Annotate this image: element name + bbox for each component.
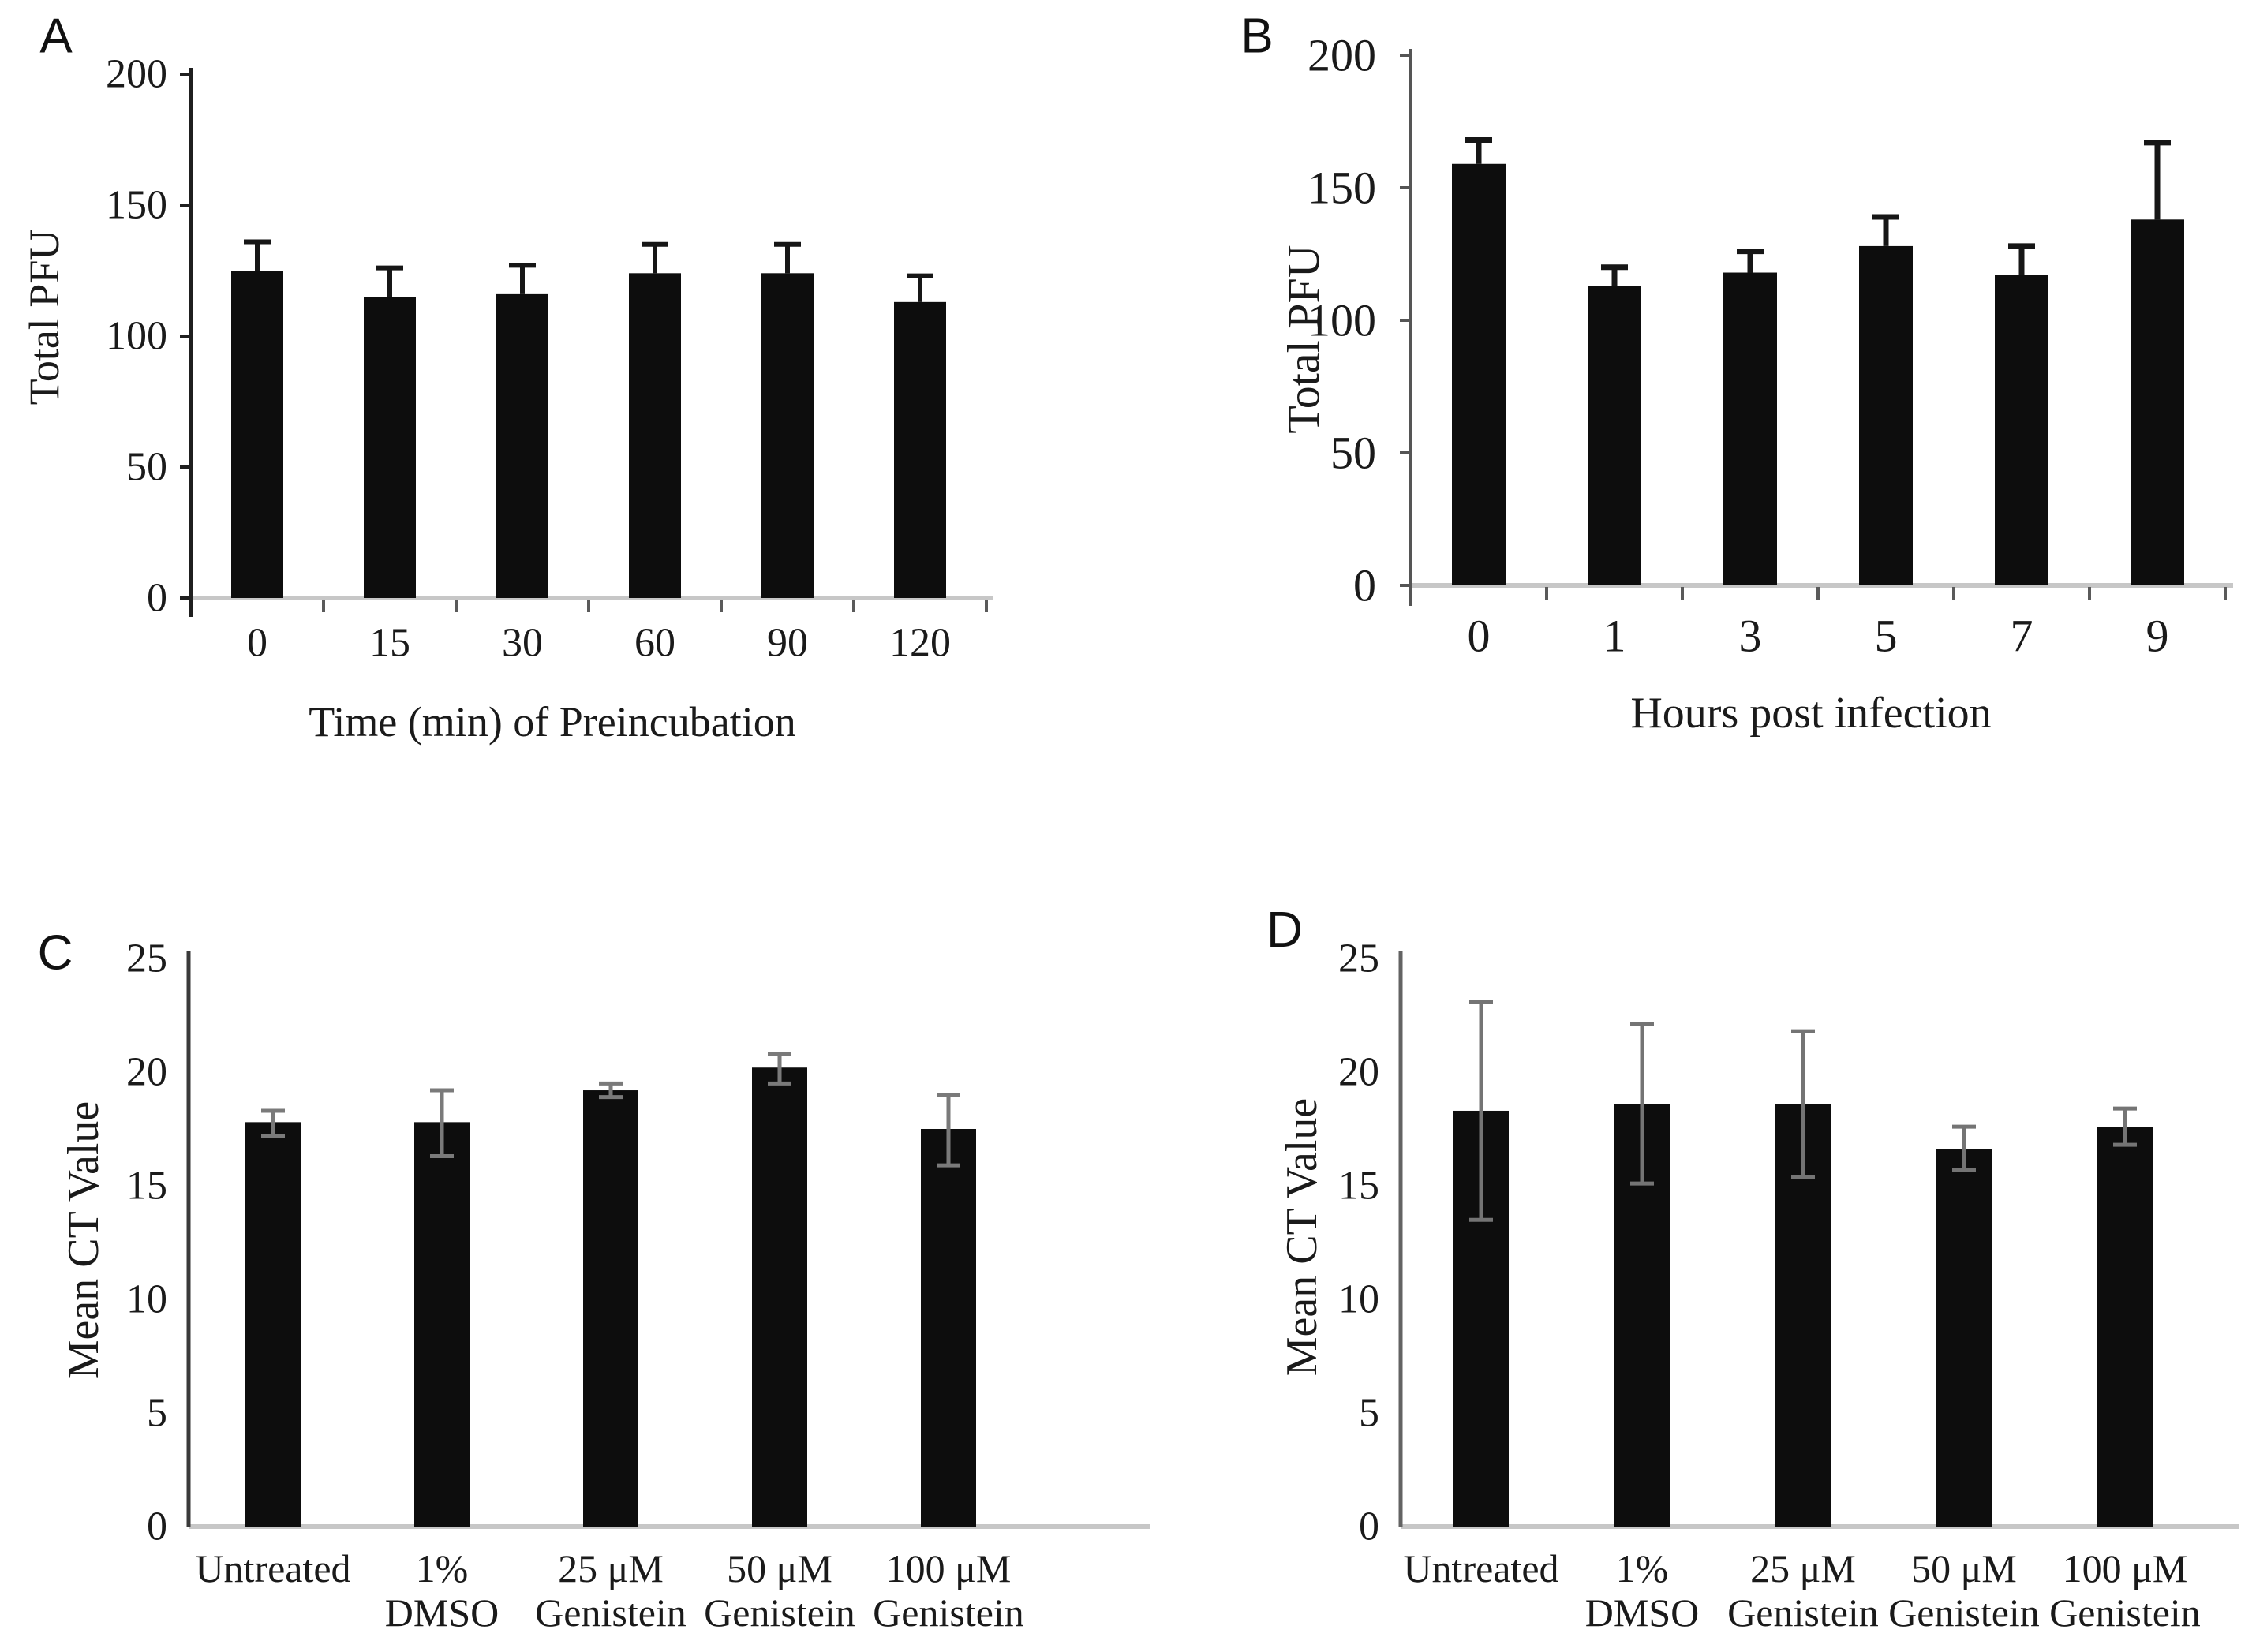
y-tick-label: 150: [1308, 163, 1376, 214]
y-tick-label: 50: [126, 445, 167, 490]
y-tick-label: 20: [126, 1050, 167, 1095]
category-label: 60: [634, 621, 675, 666]
y-tick-label: 15: [1338, 1164, 1379, 1209]
y-tick-label: 0: [147, 1504, 167, 1549]
bar-D-3: [1936, 1149, 1992, 1527]
panel-A: 0 50 100 150 200 0 15 30 60 90 120 Time (min) of Pr…: [21, 9, 993, 746]
category-label: 9: [2146, 611, 2169, 662]
y-tick-label: 25: [126, 936, 167, 981]
bar-C-1: [414, 1122, 470, 1527]
y-tick-label: 20: [1338, 1050, 1379, 1095]
category-label: 1%: [416, 1546, 469, 1590]
y-tick-label: 10: [1338, 1277, 1379, 1322]
y-tick-label: 100: [106, 314, 167, 359]
y-tick-label: 0: [147, 576, 167, 621]
y-tick-label: 5: [1359, 1391, 1379, 1436]
panel-letter-A: A: [39, 9, 73, 64]
bar-C-2: [583, 1090, 638, 1527]
x-axis-title: Time (min) of Preincubation: [309, 698, 795, 746]
bar-B-5: [2131, 219, 2184, 585]
y-tick-label: 10: [126, 1277, 167, 1322]
bar-A-1: [364, 297, 416, 598]
y-tick-label: 100: [1308, 295, 1376, 346]
category-label: Genistein: [704, 1590, 855, 1635]
panel-letter-C: C: [38, 926, 73, 981]
bar-B-2: [1723, 272, 1777, 585]
category-label: 7: [2011, 611, 2033, 662]
y-tick-label: 25: [1338, 936, 1379, 981]
category-label: 15: [369, 621, 410, 666]
y-axis-title: Mean CT Value: [1278, 1098, 1326, 1377]
bar-C-0: [245, 1122, 301, 1527]
category-label: Genistein: [873, 1590, 1024, 1635]
category-label: 25 μM: [558, 1546, 664, 1590]
category-label: Untreated: [195, 1546, 350, 1590]
y-axis-title: Mean CT Value: [59, 1101, 108, 1380]
category-label: 1: [1603, 611, 1626, 662]
y-tick-label: 15: [126, 1164, 167, 1209]
y-tick-label: 200: [106, 52, 167, 97]
y-axis-title: Total PFU: [21, 230, 68, 406]
panel-letter-D: D: [1266, 901, 1303, 958]
y-tick-label: 0: [1359, 1504, 1379, 1549]
category-label: Genistein: [1888, 1590, 2040, 1635]
category-label: DMSO: [385, 1590, 499, 1635]
x-axis-title: Hours post infection: [1630, 689, 1991, 738]
bar-B-0: [1452, 163, 1506, 585]
category-label: 1%: [1616, 1546, 1669, 1590]
category-label: Genistein: [2049, 1590, 2201, 1635]
bar-A-3: [629, 273, 681, 598]
y-axis-title: Total PFU: [1278, 245, 1330, 433]
category-label: 120: [889, 621, 951, 666]
category-label: 90: [767, 621, 808, 666]
category-label: Genistein: [535, 1590, 687, 1635]
category-label: 5: [1875, 611, 1898, 662]
panel-letter-B: B: [1240, 9, 1273, 64]
category-label: 100 μM: [2063, 1546, 2188, 1590]
bar-C-3: [752, 1067, 807, 1527]
y-tick-label: 50: [1330, 428, 1376, 479]
category-label: 50 μM: [727, 1546, 832, 1590]
category-label: 0: [247, 621, 267, 666]
category-label: 0: [1468, 611, 1491, 662]
category-label: 25 μM: [1750, 1546, 1856, 1590]
bar-B-1: [1588, 286, 1641, 585]
category-label: DMSO: [1585, 1590, 1699, 1635]
bar-C-4: [921, 1129, 976, 1527]
y-tick-label: 5: [147, 1391, 167, 1436]
y-tick-label: 150: [106, 183, 167, 228]
bar-B-3: [1859, 245, 1913, 585]
category-label: 100 μM: [886, 1546, 1012, 1590]
category-label: 50 μM: [1911, 1546, 2017, 1590]
category-label: Genistein: [1727, 1590, 1879, 1635]
bar-A-5: [894, 301, 946, 598]
y-tick-label: 0: [1353, 560, 1376, 611]
bar-D-4: [2097, 1127, 2153, 1527]
bar-A-0: [231, 271, 283, 598]
y-tick-label: 200: [1308, 30, 1376, 81]
category-label: 30: [502, 621, 543, 666]
bar-B-4: [1995, 275, 2048, 585]
bar-A-2: [496, 293, 548, 598]
category-label: 3: [1739, 611, 1762, 662]
bar-A-4: [761, 273, 814, 598]
panel-B: 0 50 100 150 200 0 1 3 5 7 9 Hours post infection To…: [1240, 9, 2233, 738]
category-label: Untreated: [1403, 1546, 1558, 1590]
